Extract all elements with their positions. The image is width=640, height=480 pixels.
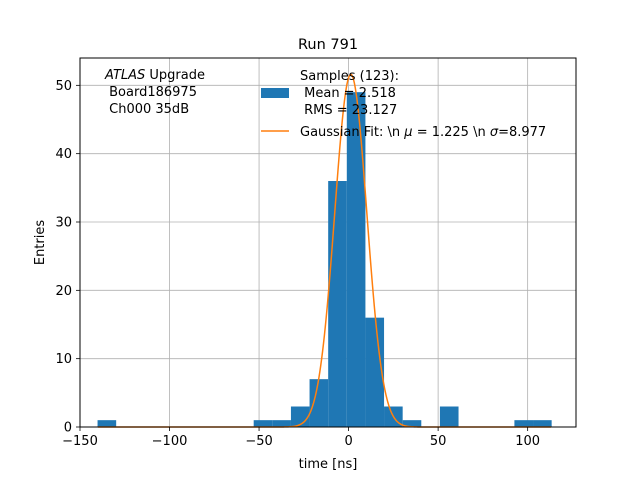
y-axis-title: Entries <box>33 220 48 266</box>
x-tick-label-4: 50 <box>430 434 447 449</box>
atlas-label: ATLAS <box>104 68 145 83</box>
y-tick-label-3: 30 <box>55 216 72 231</box>
histogram-bar-5 <box>328 181 347 427</box>
y-tick-label-5: 50 <box>55 79 72 94</box>
histogram-bar-9 <box>402 420 422 427</box>
legend-histogram-swatch <box>261 88 289 98</box>
annotation-channel: Ch000 35dB <box>105 102 189 117</box>
x-tick-label-2: −50 <box>245 434 272 449</box>
legend: Samples (123): Mean = 2.518 RMS = 23.127… <box>261 69 546 140</box>
legend-rms-label: RMS = 23.127 <box>300 103 397 118</box>
axis-ticks: −150 −100 −50 0 50 100 0 10 20 30 40 50 <box>55 79 540 449</box>
legend-samples-label: Samples (123): <box>300 69 399 84</box>
histogram-bar-7 <box>365 317 385 427</box>
annotation-board: Board186975 <box>105 85 197 100</box>
x-tick-label-0: −150 <box>62 434 98 449</box>
atlas-annotation: ATLAS Upgrade Board186975 Ch000 35dB <box>104 68 205 117</box>
y-tick-label-2: 20 <box>55 284 72 299</box>
x-axis-title: time [ns] <box>299 457 358 472</box>
histogram-bar-2 <box>272 420 291 427</box>
histogram-bar-12 <box>533 420 552 427</box>
x-tick-label-3: 0 <box>344 434 352 449</box>
legend-mean-label: Mean = 2.518 <box>300 86 396 101</box>
grid <box>79 58 576 428</box>
histogram-bar-11 <box>514 420 534 427</box>
chart-title: Run 791 <box>298 37 358 53</box>
legend-fit-label: Gaussian Fit: \n μ = 1.225 \n σ=8.977 <box>300 125 546 140</box>
plot-frame <box>79 57 577 428</box>
x-tick-label-5: 100 <box>515 434 540 449</box>
histogram-bar-1 <box>253 420 273 427</box>
histogram-bar-10 <box>439 406 459 427</box>
x-tick-label-1: −100 <box>152 434 188 449</box>
histogram-bar-0 <box>97 420 117 427</box>
fit-label-part-1: Gaussian Fit: \n <box>300 125 404 140</box>
y-tick-label-4: 40 <box>55 147 72 162</box>
histogram-bar-4 <box>309 379 329 427</box>
fit-label-mu: μ <box>403 125 412 140</box>
y-tick-label-0: 0 <box>64 421 72 436</box>
histogram-bar-6 <box>346 92 366 428</box>
upgrade-label: Upgrade <box>145 68 205 83</box>
fit-label-sigma: σ <box>490 125 499 140</box>
fit-label-part-2: = 1.225 \n <box>413 125 490 140</box>
y-tick-label-1: 10 <box>55 352 72 367</box>
annotation-line-1: ATLAS Upgrade <box>104 68 205 83</box>
fit-label-part-3: =8.977 <box>498 125 546 140</box>
